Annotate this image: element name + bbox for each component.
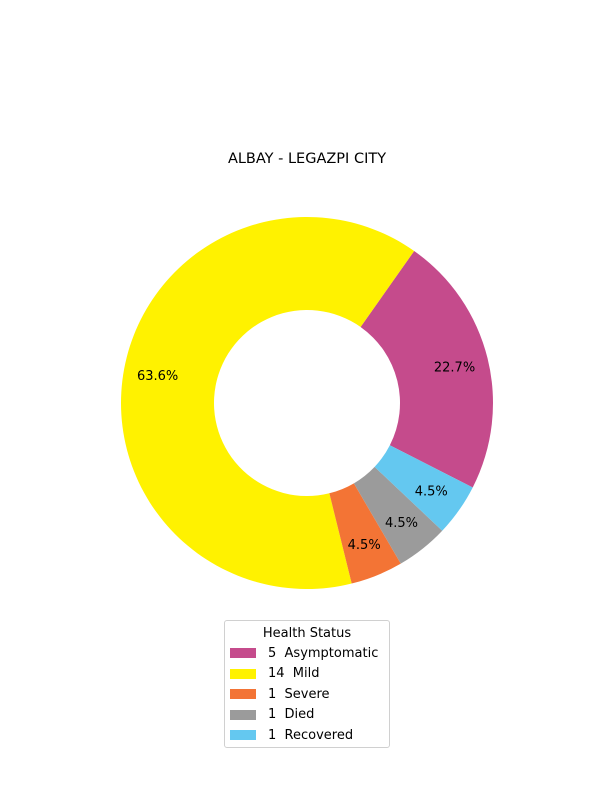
slice-label-died: 4.5% (385, 516, 418, 531)
legend-label: 5 Asymptomatic (268, 645, 379, 661)
legend-swatch (230, 668, 256, 679)
slice-severe (329, 483, 401, 584)
slice-died (353, 466, 443, 564)
slice-mild (121, 217, 415, 589)
legend-item-severe: 1 Severe (225, 684, 389, 705)
legend-label: 14 Mild (268, 666, 320, 682)
legend-swatch (230, 648, 256, 659)
legend: Health Status 5 Asymptomatic 14 Mild 1 Sev… (224, 620, 390, 748)
slice-recovered (374, 445, 473, 531)
slice-label-recovered: 4.5% (415, 485, 448, 500)
legend-label: 1 Recovered (268, 727, 354, 743)
slice-asymptomatic (360, 250, 493, 488)
legend-swatch (230, 730, 256, 741)
slice-label-severe: 4.5% (348, 538, 381, 553)
labels-group: 22.7% 63.6% 4.5% 4.5% 4.5% (137, 360, 475, 552)
legend-label: 1 Died (268, 707, 315, 723)
chart-title: ALBAY - LEGAZPI CITY (228, 151, 386, 167)
legend-label: 1 Severe (268, 686, 330, 702)
slice-label-mild: 63.6% (137, 369, 178, 384)
legend-title: Health Status (262, 626, 352, 641)
legend-item-mild: 14 Mild (225, 664, 389, 685)
legend-item-died: 1 Died (225, 705, 389, 726)
slice-label-asymptomatic: 22.7% (434, 360, 475, 375)
slices-group (121, 217, 493, 589)
legend-item-recovered: 1 Recovered (225, 725, 389, 746)
legend-swatch (230, 709, 256, 720)
legend-swatch (230, 689, 256, 700)
legend-item-asymptomatic: 5 Asymptomatic (225, 643, 389, 664)
